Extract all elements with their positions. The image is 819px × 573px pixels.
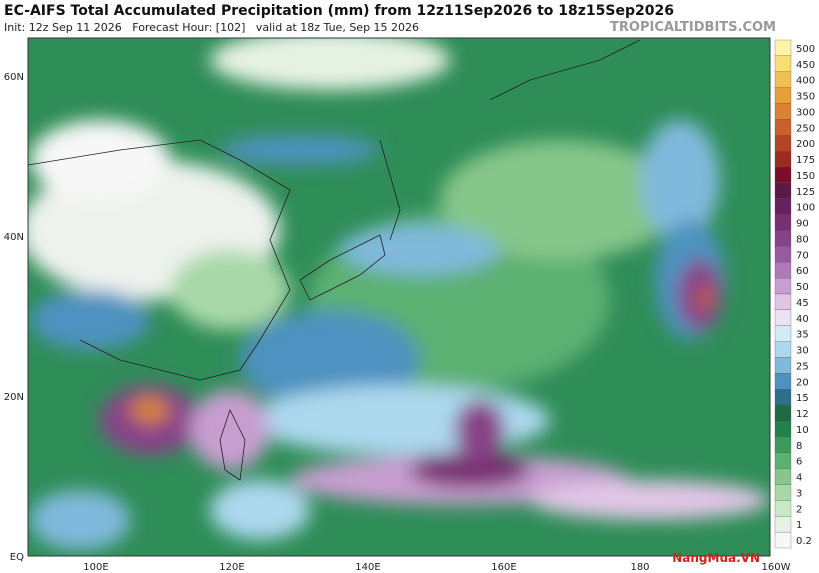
colorbar-swatch bbox=[774, 262, 792, 279]
colorbar-swatch bbox=[774, 452, 792, 469]
colorbar-label: 4 bbox=[796, 473, 802, 484]
colorbar-label: 40 bbox=[796, 314, 809, 325]
lat-label: 20N bbox=[4, 392, 24, 403]
colorbar-label: 125 bbox=[796, 187, 815, 198]
colorbar-label: 90 bbox=[796, 219, 809, 230]
watermark: NangMua.VN bbox=[672, 551, 760, 565]
colorbar: 5004504003503002502001751501251009080706… bbox=[774, 39, 815, 549]
colorbar-label: 0.2 bbox=[796, 536, 812, 547]
colorbar-swatch bbox=[774, 516, 792, 533]
colorbar-label: 12 bbox=[796, 409, 809, 420]
lon-label: 120E bbox=[219, 562, 244, 573]
colorbar-label: 175 bbox=[796, 155, 815, 166]
colorbar-label: 20 bbox=[796, 377, 809, 388]
colorbar-swatch bbox=[774, 325, 792, 342]
site-name: TROPICALTIDBITS.COM bbox=[610, 20, 776, 35]
colorbar-label: 450 bbox=[796, 60, 815, 71]
colorbar-swatch bbox=[774, 531, 792, 549]
colorbar-label: 150 bbox=[796, 171, 815, 182]
colorbar-swatch bbox=[774, 468, 792, 485]
colorbar-swatch bbox=[774, 119, 792, 136]
colorbar-label: 80 bbox=[796, 234, 809, 245]
colorbar-label: 300 bbox=[796, 107, 815, 118]
colorbar-label: 60 bbox=[796, 266, 809, 277]
colorbar-swatch bbox=[774, 373, 792, 390]
colorbar-swatch bbox=[774, 293, 792, 311]
colorbar-label: 3 bbox=[796, 488, 802, 499]
colorbar-label: 500 bbox=[796, 44, 815, 55]
colorbar-label: 200 bbox=[796, 139, 815, 150]
lon-label: 140E bbox=[355, 562, 380, 573]
colorbar-swatch bbox=[774, 230, 792, 247]
colorbar-swatch bbox=[774, 404, 792, 422]
lat-label: 60N bbox=[4, 72, 24, 83]
colorbar-label: 30 bbox=[796, 346, 809, 357]
colorbar-swatch bbox=[774, 103, 792, 120]
colorbar-label: 10 bbox=[796, 425, 809, 436]
colorbar-label: 15 bbox=[796, 393, 809, 404]
colorbar-label: 8 bbox=[796, 441, 802, 452]
colorbar-label: 250 bbox=[796, 123, 815, 134]
colorbar-label: 50 bbox=[796, 282, 809, 293]
colorbar-label: 35 bbox=[796, 330, 809, 341]
colorbar-swatch bbox=[774, 484, 792, 501]
colorbar-swatch bbox=[774, 55, 792, 72]
colorbar-swatch bbox=[774, 214, 792, 231]
colorbar-swatch bbox=[774, 357, 792, 374]
colorbar-swatch bbox=[774, 150, 792, 168]
precip-field bbox=[28, 38, 770, 556]
colorbar-swatch bbox=[774, 341, 792, 358]
colorbar-swatch bbox=[774, 71, 792, 88]
colorbar-swatch bbox=[774, 39, 792, 57]
colorbar-swatch bbox=[774, 277, 792, 295]
colorbar-label: 70 bbox=[796, 250, 809, 261]
colorbar-swatch bbox=[774, 500, 792, 517]
colorbar-swatch bbox=[774, 87, 792, 104]
map-frame bbox=[27, 37, 771, 557]
axis-labels: 60N 40N 20N EQ 100E 120E 140E 160E 180 160W bbox=[4, 72, 791, 573]
colorbar-label: 350 bbox=[796, 92, 815, 103]
lon-label: 100E bbox=[83, 562, 108, 573]
colorbar-swatch bbox=[774, 182, 792, 199]
colorbar-swatch bbox=[774, 389, 792, 406]
lon-label: 160E bbox=[491, 562, 516, 573]
colorbar-swatch bbox=[774, 135, 792, 152]
colorbar-label: 6 bbox=[796, 457, 802, 468]
colorbar-swatch bbox=[774, 309, 792, 326]
colorbar-label: 100 bbox=[796, 203, 815, 214]
lat-label: 40N bbox=[4, 232, 24, 243]
subtitle: Init: 12z Sep 11 2026 Forecast Hour: [10… bbox=[4, 21, 419, 34]
title: EC-AIFS Total Accumulated Precipitation … bbox=[4, 3, 674, 19]
colorbar-swatch bbox=[774, 420, 792, 438]
colorbar-swatch bbox=[774, 198, 792, 215]
colorbar-label: 25 bbox=[796, 361, 809, 372]
colorbar-label: 1 bbox=[796, 520, 802, 531]
lon-label: 160W bbox=[762, 562, 791, 573]
lat-label: EQ bbox=[10, 552, 24, 563]
colorbar-label: 45 bbox=[796, 298, 809, 309]
colorbar-label: 2 bbox=[796, 504, 802, 515]
colorbar-label: 400 bbox=[796, 76, 815, 87]
colorbar-swatch bbox=[774, 166, 792, 184]
colorbar-swatch bbox=[774, 246, 792, 263]
lon-label: 180 bbox=[630, 562, 649, 573]
colorbar-swatch bbox=[774, 436, 792, 453]
